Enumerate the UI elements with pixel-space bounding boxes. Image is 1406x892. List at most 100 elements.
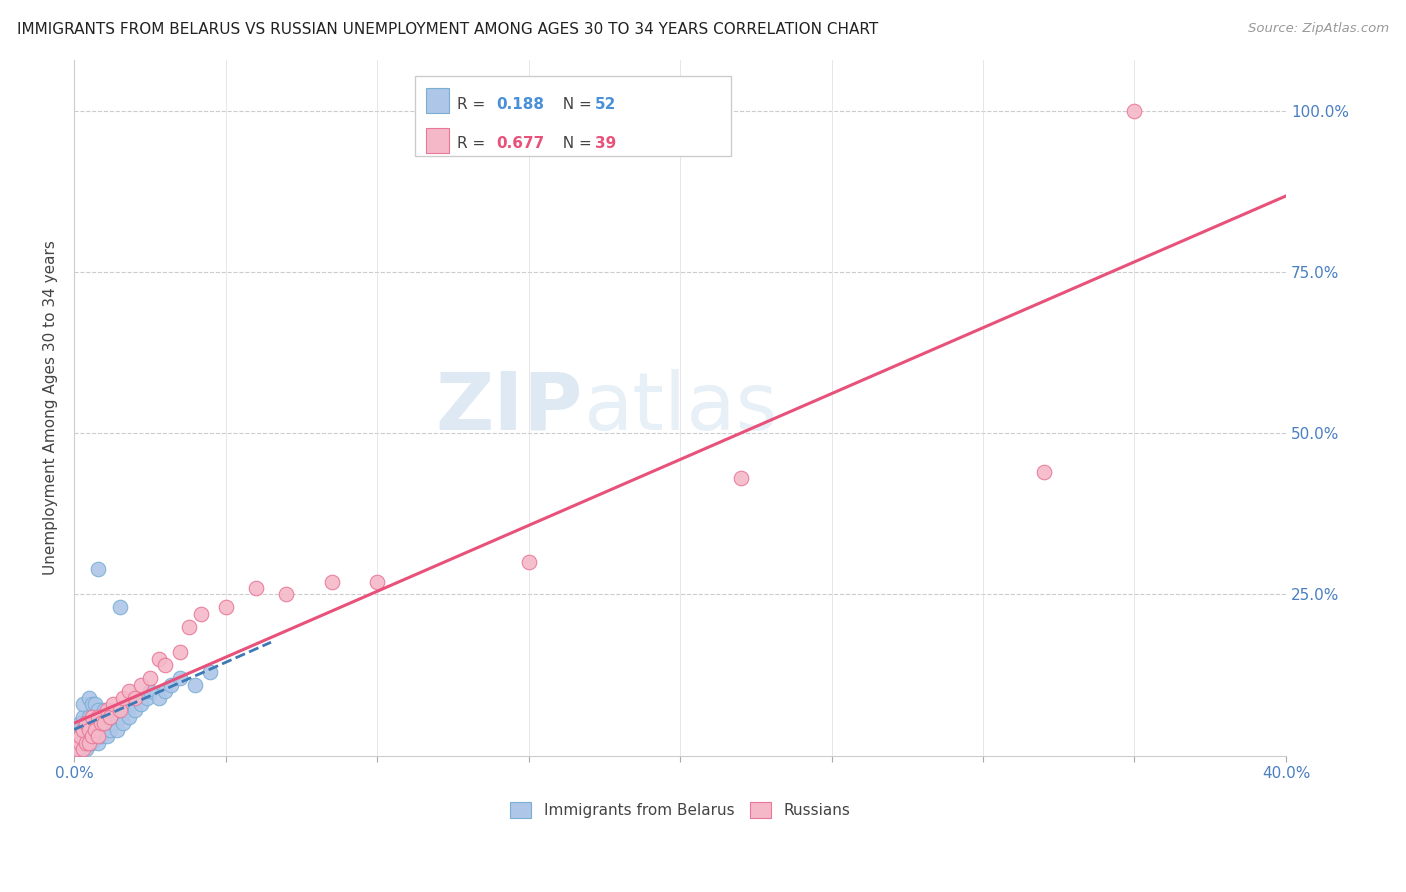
Point: [1032, 465, 1054, 479]
Point: [245, 581, 267, 595]
Point: [84, 716, 107, 731]
Point: [75, 742, 97, 756]
Point: [66, 736, 89, 750]
Legend: Immigrants from Belarus, Russians: Immigrants from Belarus, Russians: [503, 797, 856, 824]
Point: [321, 574, 343, 589]
Point: [75, 716, 97, 731]
Point: [90, 729, 112, 743]
Text: R =: R =: [457, 136, 491, 151]
Point: [93, 703, 115, 717]
Point: [108, 600, 131, 615]
Point: [114, 703, 136, 717]
Point: [129, 678, 152, 692]
Text: 0.677: 0.677: [496, 136, 544, 151]
Point: [153, 684, 176, 698]
Point: [366, 574, 388, 589]
Point: [72, 723, 94, 737]
Point: [96, 710, 118, 724]
Point: [96, 703, 118, 717]
Point: [77, 723, 100, 737]
Point: [108, 710, 131, 724]
Point: [105, 723, 128, 737]
Y-axis label: Unemployment Among Ages 30 to 34 years: Unemployment Among Ages 30 to 34 years: [44, 240, 58, 575]
Point: [72, 710, 94, 724]
Point: [87, 736, 110, 750]
Point: [66, 742, 89, 756]
Point: [117, 710, 139, 724]
Text: N =: N =: [553, 97, 596, 112]
Point: [77, 723, 100, 737]
Text: 0.188: 0.188: [496, 97, 544, 112]
Text: N =: N =: [553, 136, 596, 151]
Point: [190, 607, 212, 621]
Point: [82, 697, 104, 711]
Point: [77, 736, 100, 750]
Point: [87, 703, 110, 717]
Point: [148, 690, 170, 705]
Point: [82, 710, 104, 724]
Point: [100, 723, 122, 737]
Point: [139, 671, 162, 685]
Point: [72, 697, 94, 711]
Point: [90, 716, 112, 731]
Point: [117, 684, 139, 698]
Point: [84, 729, 107, 743]
Point: [139, 684, 162, 698]
Point: [153, 658, 176, 673]
Point: [82, 736, 104, 750]
Point: [517, 555, 540, 569]
Point: [100, 710, 122, 724]
Point: [276, 587, 298, 601]
Point: [82, 729, 104, 743]
Point: [160, 678, 183, 692]
Point: [69, 736, 91, 750]
Point: [111, 690, 134, 705]
Point: [169, 671, 191, 685]
Text: Source: ZipAtlas.com: Source: ZipAtlas.com: [1249, 22, 1389, 36]
Point: [69, 716, 91, 731]
Point: [200, 665, 222, 679]
Point: [96, 729, 118, 743]
Point: [100, 703, 122, 717]
Point: [214, 600, 236, 615]
Text: ZIP: ZIP: [436, 368, 583, 447]
Point: [75, 716, 97, 731]
Text: 39: 39: [595, 136, 616, 151]
Point: [87, 562, 110, 576]
Point: [84, 723, 107, 737]
Point: [90, 710, 112, 724]
Point: [84, 697, 107, 711]
Text: atlas: atlas: [583, 368, 778, 447]
Point: [66, 723, 89, 737]
Point: [75, 729, 97, 743]
Point: [69, 742, 91, 756]
Point: [77, 710, 100, 724]
Point: [103, 716, 125, 731]
Point: [169, 645, 191, 659]
Point: [69, 729, 91, 743]
Point: [730, 471, 752, 485]
Point: [75, 736, 97, 750]
Point: [77, 736, 100, 750]
Point: [135, 690, 157, 705]
Point: [1123, 104, 1146, 119]
Point: [148, 652, 170, 666]
Point: [72, 742, 94, 756]
Point: [103, 697, 125, 711]
Text: 52: 52: [595, 97, 616, 112]
Text: R =: R =: [457, 97, 491, 112]
Point: [179, 620, 201, 634]
Point: [77, 690, 100, 705]
Point: [124, 703, 146, 717]
Point: [108, 703, 131, 717]
Point: [93, 716, 115, 731]
Point: [93, 723, 115, 737]
Point: [82, 716, 104, 731]
Point: [111, 716, 134, 731]
Point: [184, 678, 207, 692]
Point: [124, 690, 146, 705]
Point: [129, 697, 152, 711]
Text: IMMIGRANTS FROM BELARUS VS RUSSIAN UNEMPLOYMENT AMONG AGES 30 TO 34 YEARS CORREL: IMMIGRANTS FROM BELARUS VS RUSSIAN UNEMP…: [17, 22, 879, 37]
Point: [87, 729, 110, 743]
Point: [72, 736, 94, 750]
